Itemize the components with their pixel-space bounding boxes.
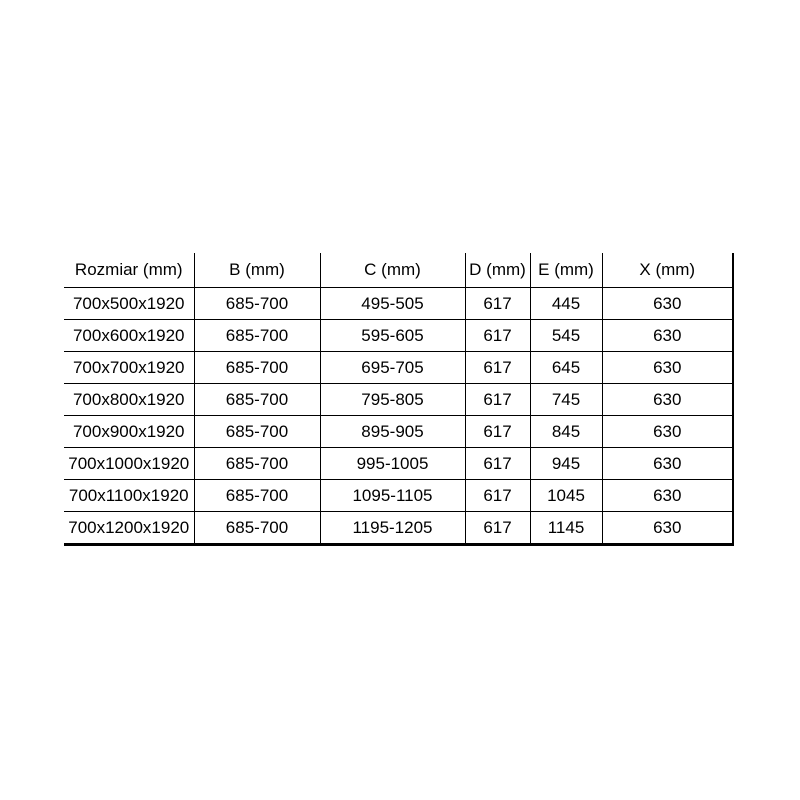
table-body: 700x500x1920 685-700 495-505 617 445 630 700x6… [64,287,734,546]
table-cell: 617 [464,351,531,384]
table-cell: 630 [601,319,734,352]
table-cell: 1145 [529,511,603,546]
table-cell: 645 [529,351,603,384]
table-cell: 695-705 [319,351,466,384]
table-cell: 630 [601,511,734,546]
table-cell: 630 [601,415,734,448]
table-cell: 700x1100x1920 [64,479,195,512]
table-cell: 617 [464,479,531,512]
table-row: 700x900x1920 685-700 895-905 617 845 630 [64,415,734,448]
table-cell: 685-700 [193,383,321,416]
table-row: 700x1000x1920 685-700 995-1005 617 945 630 [64,447,734,480]
table-cell: 700x700x1920 [64,351,195,384]
table-row: 700x1100x1920 685-700 1095-1105 617 1045 630 [64,479,734,512]
column-header-3: C (mm) [319,253,466,288]
table-cell: 745 [529,383,603,416]
table-cell: 630 [601,479,734,512]
table-cell: 630 [601,383,734,416]
table-cell: 685-700 [193,351,321,384]
column-header-1: Rozmiar (mm) [64,253,195,288]
column-header-5: E (mm) [529,253,603,288]
column-header-4: D (mm) [464,253,531,288]
table-cell: 630 [601,351,734,384]
table-cell: 700x900x1920 [64,415,195,448]
table-cell: 630 [601,447,734,480]
table-cell: 1045 [529,479,603,512]
table-cell: 1095-1105 [319,479,466,512]
table-cell: 545 [529,319,603,352]
table-cell: 685-700 [193,319,321,352]
table-cell: 685-700 [193,415,321,448]
column-header-2: B (mm) [193,253,321,288]
table-cell: 1195-1205 [319,511,466,546]
table-cell: 617 [464,447,531,480]
table-cell: 945 [529,447,603,480]
table-cell: 685-700 [193,479,321,512]
table-row: 700x700x1920 685-700 695-705 617 645 630 [64,351,734,384]
table-row: 700x500x1920 685-700 495-505 617 445 630 [64,287,734,320]
table-cell: 895-905 [319,415,466,448]
table-cell: 995-1005 [319,447,466,480]
table-cell: 795-805 [319,383,466,416]
table-cell: 700x600x1920 [64,319,195,352]
table-cell: 685-700 [193,511,321,546]
table-cell: 700x1200x1920 [64,511,195,546]
table-cell: 700x800x1920 [64,383,195,416]
table-cell: 617 [464,287,531,320]
dimensions-table: Rozmiar (mm) B (mm) C (mm) D (mm) E (mm) X (m… [64,253,734,546]
table-row: 700x600x1920 685-700 595-605 617 545 630 [64,319,734,352]
table-cell: 685-700 [193,447,321,480]
table-cell: 630 [601,287,734,320]
table-cell: 700x500x1920 [64,287,195,320]
table-cell: 617 [464,511,531,546]
table-cell: 617 [464,319,531,352]
table-row: 700x1200x1920 685-700 1195-1205 617 1145 630 [64,511,734,546]
table-row: 700x800x1920 685-700 795-805 617 745 630 [64,383,734,416]
table-cell: 617 [464,383,531,416]
table-cell: 700x1000x1920 [64,447,195,480]
table-cell: 845 [529,415,603,448]
column-header-6: X (mm) [601,253,734,288]
table-cell: 445 [529,287,603,320]
table-cell: 495-505 [319,287,466,320]
table-cell: 685-700 [193,287,321,320]
header-row: Rozmiar (mm) B (mm) C (mm) D (mm) E (mm) X (m… [64,253,734,288]
table-cell: 595-605 [319,319,466,352]
table-cell: 617 [464,415,531,448]
